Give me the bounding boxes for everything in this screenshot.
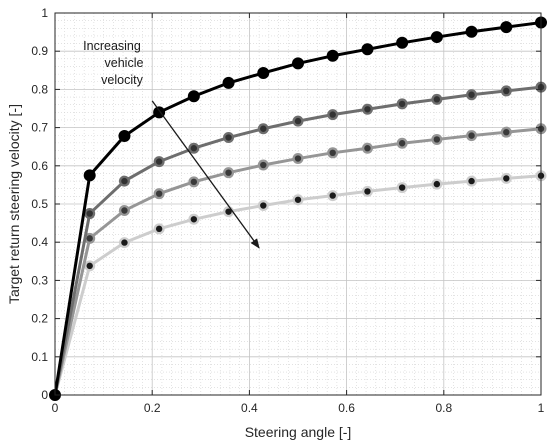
data-point-core — [294, 196, 302, 203]
annotation-line: Increasing — [83, 39, 141, 53]
y-tick-label: 0.6 — [31, 159, 48, 173]
y-tick-label: 0.4 — [31, 235, 48, 249]
data-point-core — [398, 100, 406, 108]
y-tick-label: 0.8 — [31, 82, 48, 96]
data-point-core — [121, 177, 128, 185]
y-axis-ticks: 0 0.1 0.2 0.3 0.4 0.5 0.6 0.7 0.8 0.9 1 — [31, 6, 541, 402]
y-axis-label: Target return steering velocity [-] — [6, 104, 22, 304]
data-point-core — [433, 180, 441, 188]
data-point-core — [329, 111, 336, 118]
data-point-core — [225, 134, 232, 141]
minor-grid — [55, 13, 541, 395]
y-tick-label: 0 — [41, 388, 48, 402]
data-point-core — [468, 177, 475, 185]
data-point-core — [155, 225, 163, 233]
data-point-core — [86, 262, 93, 270]
data-point-core — [190, 178, 198, 186]
x-tick-label: 0.2 — [144, 401, 161, 415]
data-point-core — [468, 132, 475, 139]
data-point-core — [503, 87, 510, 95]
data-point — [500, 21, 513, 34]
y-tick-label: 0.1 — [31, 350, 48, 364]
data-point-core — [329, 149, 336, 157]
data-point-core — [433, 96, 441, 103]
y-tick-label: 0.3 — [31, 273, 48, 287]
x-axis-label: Steering angle [-] — [245, 424, 352, 440]
data-point — [430, 31, 443, 44]
data-point-core — [86, 235, 93, 242]
data-point-core — [364, 145, 371, 152]
series-2 — [49, 81, 547, 401]
data-point — [187, 90, 200, 103]
data-point-core — [225, 169, 232, 176]
data-point — [257, 66, 270, 79]
data-point-core — [294, 117, 302, 125]
data-point — [118, 130, 131, 143]
annotation-line: vehicle — [105, 56, 144, 70]
data-point-core — [260, 161, 267, 169]
annotation-line: velocity — [101, 73, 143, 87]
data-point-core — [398, 184, 406, 191]
data-point-core — [260, 125, 267, 132]
data-point — [326, 49, 339, 62]
data-point-core — [294, 155, 302, 162]
data-point-core — [121, 239, 128, 246]
data-point-core — [155, 190, 163, 197]
series-1 — [49, 16, 547, 401]
data-point-core — [260, 202, 267, 209]
x-tick-label: 0.6 — [338, 401, 355, 415]
y-tick-label: 0.5 — [31, 197, 48, 211]
y-tick-label: 0.2 — [31, 312, 48, 326]
data-point-core — [190, 145, 198, 152]
annotation-arrow — [151, 100, 260, 249]
annotation-layer: Increasing vehicle velocity — [83, 39, 260, 249]
data-point-core — [86, 210, 93, 217]
data-point — [292, 57, 304, 70]
data-point-core — [364, 188, 371, 195]
data-point-core — [433, 136, 441, 143]
data-point-core — [329, 192, 336, 199]
data-point — [396, 36, 409, 49]
data-point-core — [468, 91, 475, 98]
annotation-text: Increasing vehicle velocity — [83, 39, 143, 87]
x-tick-label: 0 — [52, 401, 59, 415]
data-point — [465, 25, 478, 38]
data-point-core — [121, 207, 128, 214]
data-point-core — [503, 128, 510, 136]
data-point-core — [364, 106, 371, 113]
x-tick-label: 0.4 — [241, 401, 258, 415]
data-point-core — [225, 208, 232, 215]
data-point — [222, 76, 235, 89]
y-tick-label: 0.9 — [31, 44, 48, 58]
y-tick-label: 0.7 — [31, 121, 48, 135]
data-point-core — [398, 140, 406, 147]
data-point-core — [190, 216, 198, 223]
x-tick-label: 1 — [538, 401, 545, 415]
data-point — [83, 169, 96, 182]
x-tick-label: 0.8 — [435, 401, 452, 415]
data-point-core — [155, 158, 163, 165]
x-axis-ticks: 0 0.2 0.4 0.6 0.8 1 — [52, 13, 545, 415]
data-point — [361, 43, 374, 56]
y-tick-label: 1 — [41, 6, 48, 20]
data-point-core — [503, 175, 510, 182]
